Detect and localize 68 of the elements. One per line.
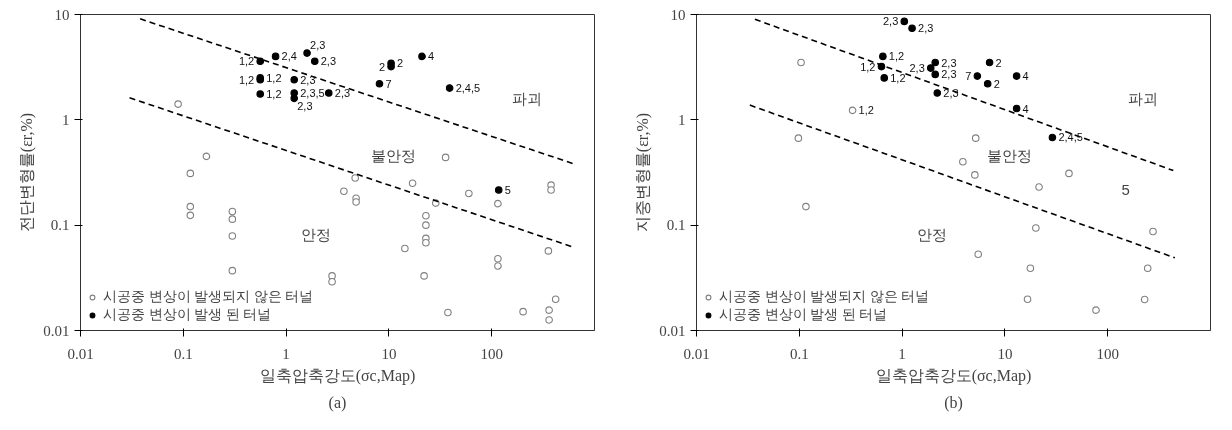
- x-tick-label: 100: [1096, 345, 1119, 362]
- annotation: 2,3: [941, 68, 957, 81]
- annotation: 2,3: [909, 62, 925, 75]
- annotation: 1,2: [860, 60, 876, 73]
- annotation: 파괴: [511, 90, 542, 108]
- x-axis-title: 일축압축강도(σc,Map): [259, 366, 416, 385]
- y-tick-label: 10: [54, 6, 70, 23]
- x-tick-label: 1: [282, 345, 290, 362]
- annotation: 7: [385, 77, 392, 90]
- y-tick-label: 10: [670, 6, 686, 23]
- y-axis-title: 지중변형률(εr,%): [634, 112, 653, 233]
- x-tick-label: 0.01: [67, 345, 94, 362]
- annotation: 불안정: [371, 146, 417, 164]
- y-tick-label: 0.01: [43, 322, 70, 339]
- legend-label: 시공중 변상이 발생되지 않은 터널: [103, 288, 313, 306]
- annotation: 2,3: [320, 55, 337, 68]
- x-tick-label: 10: [381, 345, 397, 362]
- x-tick-label: 0.1: [789, 345, 809, 362]
- annotation: 2,3: [300, 73, 316, 86]
- annotation: 4: [1022, 70, 1029, 83]
- legend-label: 시공중 변상이 발생 된 터널: [719, 306, 887, 324]
- annotation: 5: [1121, 180, 1130, 198]
- x-tick-label: 0.1: [173, 345, 193, 362]
- annotation: 2,3: [297, 100, 313, 113]
- annotation: 1,2: [888, 50, 905, 63]
- annotation: 2,3: [918, 22, 934, 35]
- x-tick-label: 0.01: [683, 345, 710, 362]
- y-axis-title: 전단변형률(εr,%): [18, 112, 37, 233]
- annotation: 2,4,5: [455, 82, 481, 95]
- annotation: 2,3,5: [300, 86, 325, 99]
- annotation: 불안정: [987, 146, 1033, 164]
- text: (b): [944, 393, 963, 412]
- annotation: 4: [1022, 102, 1029, 115]
- annotation: 2,4: [281, 50, 297, 63]
- annotation: 파괴: [1127, 90, 1158, 108]
- annotation: 2,4,5: [1058, 131, 1083, 144]
- x-tick-label: 10: [997, 345, 1013, 362]
- annotation: 안정: [301, 226, 332, 244]
- annotation: 2,3: [334, 86, 351, 99]
- annotation: 2: [397, 57, 404, 70]
- annotation: 1,2: [890, 71, 906, 84]
- annotation: 7: [965, 70, 972, 83]
- annotation: 5: [504, 183, 511, 196]
- annotation: 2,3: [943, 86, 959, 99]
- y-tick-label: 0.1: [666, 217, 686, 234]
- legend-label: 시공중 변상이 발생되지 않은 터널: [719, 288, 929, 306]
- annotation: 1,2: [858, 104, 874, 117]
- annotation: 2: [993, 77, 1000, 90]
- annotation: 2: [995, 56, 1002, 69]
- y-tick-label: 1: [62, 111, 70, 128]
- annotation: 1,2: [266, 71, 282, 84]
- annotation: 1,2: [238, 73, 255, 86]
- annotation: 2,3: [882, 15, 899, 28]
- text: (a): [328, 393, 347, 412]
- annotation: 4: [428, 50, 435, 63]
- annotation: 2,3: [941, 56, 957, 69]
- annotation: 2: [378, 60, 386, 73]
- y-tick-label: 0.01: [659, 322, 686, 339]
- x-tick-label: 100: [480, 345, 503, 362]
- legend-label: 시공중 변상이 발생 된 터널: [103, 306, 271, 324]
- x-axis-title: 일축압축강도(σc,Map): [875, 366, 1032, 385]
- x-tick-label: 1: [898, 345, 906, 362]
- y-tick-label: 0.1: [50, 217, 70, 234]
- annotation: 1,2: [238, 55, 255, 68]
- y-tick-label: 1: [678, 111, 686, 128]
- annotation: 2,3: [310, 39, 326, 52]
- annotation: 안정: [917, 226, 948, 244]
- annotation: 1,2: [266, 87, 282, 100]
